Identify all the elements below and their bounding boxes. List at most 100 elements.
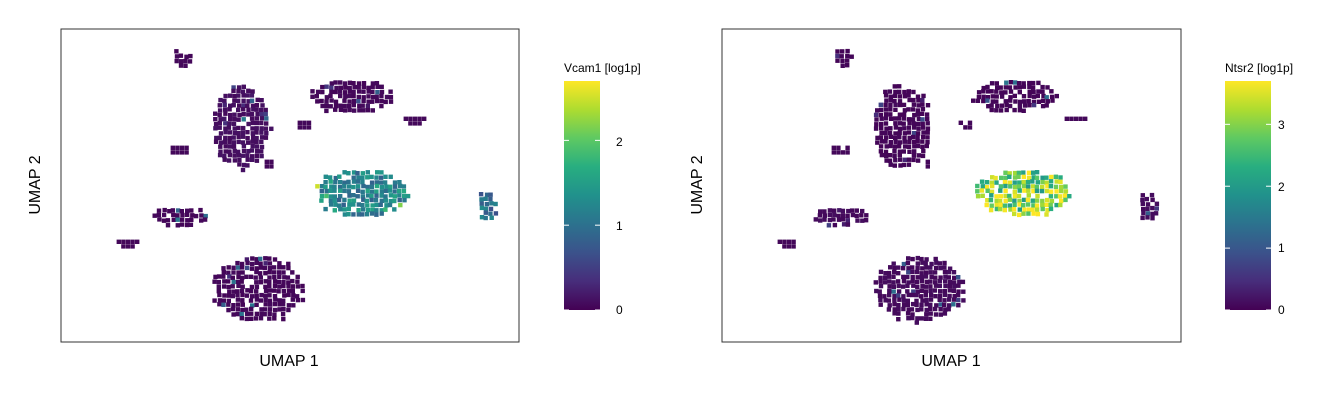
umap-cell-bin bbox=[236, 93, 241, 98]
umap-cell-bin bbox=[342, 188, 347, 194]
umap-cell-bin bbox=[267, 283, 272, 289]
umap-cell-bin bbox=[240, 153, 246, 158]
umap-cell-bin bbox=[832, 222, 838, 228]
umap-cell-bin bbox=[905, 298, 910, 303]
umap-cell-bin bbox=[254, 260, 259, 265]
umap-cell-bin bbox=[878, 279, 883, 284]
umap-cell-bin bbox=[179, 217, 185, 222]
umap-cell-bin bbox=[961, 289, 966, 294]
umap-cell-bin bbox=[412, 121, 418, 126]
umap-cell-bin bbox=[342, 98, 347, 103]
umap-cell-bin bbox=[227, 121, 232, 126]
umap-cell-bin bbox=[1067, 194, 1072, 199]
umap-cell-bin bbox=[346, 206, 351, 212]
umap-cell-bin bbox=[911, 89, 916, 95]
x-axis-label: UMAP 1 bbox=[259, 353, 319, 370]
umap-cell-bin bbox=[883, 116, 889, 121]
umap-cell-bin bbox=[960, 279, 966, 285]
umap-cell-bin bbox=[346, 179, 351, 185]
umap-cell-bin bbox=[892, 270, 897, 275]
umap-cell-bin bbox=[179, 222, 185, 227]
umap-cell-bin bbox=[1008, 89, 1014, 94]
umap-cell-bin bbox=[259, 311, 264, 317]
umap-cell-bin bbox=[1031, 94, 1037, 99]
umap-cell-bin bbox=[286, 288, 292, 293]
umap-cell-bin bbox=[369, 189, 375, 194]
umap-cell-bin bbox=[1026, 99, 1031, 104]
umap-cell-bin bbox=[1022, 183, 1027, 189]
umap-cell-bin bbox=[947, 303, 952, 308]
umap-cell-bin bbox=[319, 98, 324, 104]
umap-cell-bin bbox=[989, 193, 994, 198]
umap-cell-bin bbox=[249, 116, 255, 121]
colorbar-tick-label: 2 bbox=[1278, 180, 1285, 194]
umap-cell-bin bbox=[892, 144, 897, 149]
umap-cell-bin bbox=[175, 213, 180, 218]
umap-cell-bin bbox=[981, 98, 986, 104]
umap-cell-bin bbox=[338, 180, 343, 185]
umap-cell-bin bbox=[892, 302, 897, 307]
umap-cell-bin bbox=[1002, 179, 1008, 185]
umap-cell-bin bbox=[888, 265, 893, 270]
umap-cell-bin bbox=[361, 207, 366, 212]
umap-cell-bin bbox=[915, 284, 920, 290]
umap-cell-bin bbox=[281, 265, 286, 270]
umap-cell-bin bbox=[920, 125, 926, 130]
umap-cell-bin bbox=[883, 271, 888, 276]
umap-cell-bin bbox=[985, 84, 990, 90]
umap-cell-bin bbox=[332, 198, 337, 203]
umap-cell-bin bbox=[255, 149, 260, 154]
umap-cell-bin bbox=[883, 275, 888, 280]
umap-cell-bin bbox=[1030, 198, 1035, 203]
umap-cell-bin bbox=[236, 283, 241, 288]
umap-cell-bin bbox=[245, 163, 250, 168]
umap-cell-bin bbox=[259, 292, 264, 298]
umap-cell-bin bbox=[886, 307, 892, 312]
umap-cell-bin bbox=[883, 139, 888, 144]
umap-cell-bin bbox=[897, 102, 903, 108]
umap-cell-bin bbox=[231, 121, 237, 126]
umap-cell-bin bbox=[281, 316, 286, 322]
umap-cell-bin bbox=[294, 294, 300, 299]
umap-cell-bin bbox=[250, 154, 255, 159]
umap-cell-bin bbox=[877, 293, 883, 298]
umap-cell-bin bbox=[995, 103, 1000, 109]
umap-cell-bin bbox=[813, 217, 818, 222]
umap-cell-bin bbox=[286, 307, 291, 313]
umap-cell-bin bbox=[161, 218, 167, 223]
umap-cell-bin bbox=[384, 94, 390, 100]
umap-cell-bin bbox=[328, 202, 334, 207]
umap-cell-bin bbox=[260, 103, 265, 108]
umap-cell-bin bbox=[933, 294, 938, 299]
umap-cell-bin bbox=[907, 139, 912, 145]
umap-cell-bin bbox=[241, 112, 246, 117]
umap-cell-bin bbox=[896, 289, 902, 294]
umap-cell-bin bbox=[920, 153, 926, 159]
umap-cell-bin bbox=[388, 193, 394, 198]
umap-cell-bin bbox=[320, 89, 325, 95]
umap-cell-bin bbox=[237, 162, 242, 167]
umap-cell-bin bbox=[906, 157, 912, 162]
umap-cell-bin bbox=[1008, 207, 1013, 212]
umap-cell-bin bbox=[244, 307, 249, 312]
umap-cell-bin bbox=[336, 197, 342, 203]
umap-cell-bin bbox=[165, 223, 171, 228]
umap-cell-bin bbox=[910, 265, 915, 270]
umap-cell-bin bbox=[240, 134, 246, 139]
umap-plot-vcam1 bbox=[60, 28, 600, 343]
umap-cell-bin bbox=[221, 270, 226, 275]
umap-cell-bin bbox=[379, 185, 385, 190]
umap-cell-bin bbox=[239, 288, 245, 294]
umap-cell-bin bbox=[365, 193, 371, 198]
umap-cell-bin bbox=[920, 139, 925, 144]
umap-cell-bin bbox=[892, 93, 898, 99]
umap-cell-bin bbox=[854, 213, 859, 219]
umap-cell-bin bbox=[297, 120, 302, 125]
umap-cell-bin bbox=[259, 98, 264, 103]
umap-cell-bin bbox=[925, 126, 931, 131]
umap-cell-bin bbox=[884, 153, 889, 159]
umap-cell-bin bbox=[217, 120, 222, 126]
umap-cell-bin bbox=[249, 311, 254, 316]
umap-cell-bin bbox=[319, 188, 324, 194]
umap-cell-bin bbox=[1031, 102, 1037, 108]
